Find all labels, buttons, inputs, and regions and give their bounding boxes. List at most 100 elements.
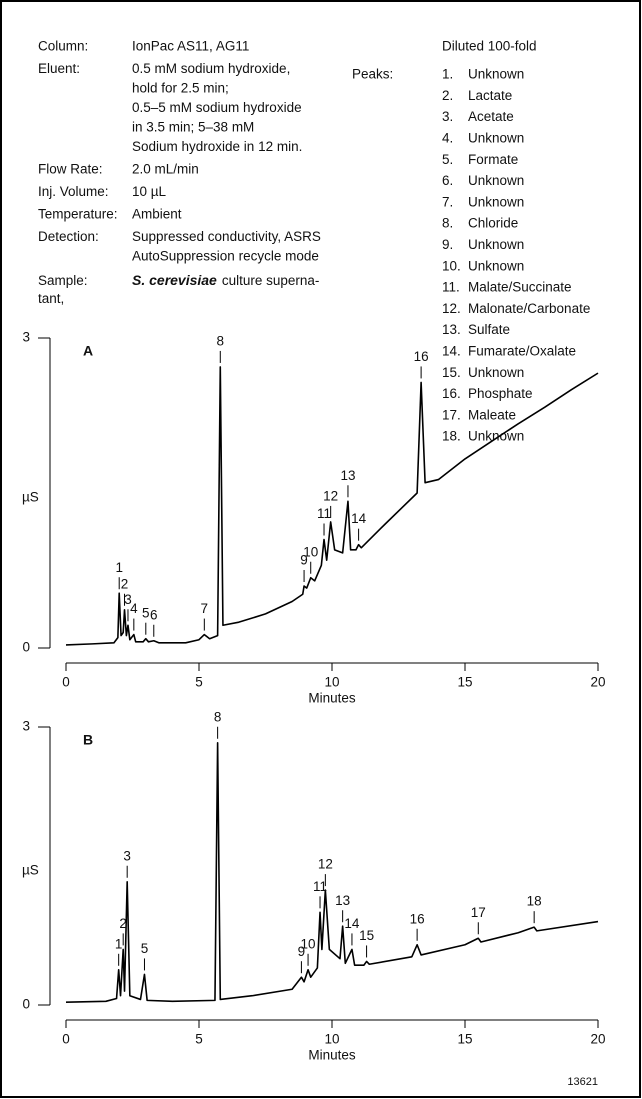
peak-annotation: 16 (414, 349, 429, 364)
condition-value: 2.0 mL/min (132, 162, 199, 177)
peak-number: 11. (442, 280, 460, 295)
peak-number: 9. (442, 237, 453, 252)
panel-label: A (83, 343, 93, 359)
peak-number: 7. (442, 194, 453, 209)
peak-name: Unknown (468, 194, 524, 209)
peak-number: 2. (442, 88, 453, 103)
peak-name: Unknown (468, 67, 524, 82)
peak-name: Formate (468, 152, 518, 167)
figure-id: 13621 (567, 1076, 598, 1088)
peaks-label: Peaks: (352, 67, 393, 82)
x-tick-label: 15 (457, 675, 472, 690)
peak-annotation: 8 (214, 709, 222, 724)
condition-value: IonPac AS11, AG11 (132, 39, 249, 54)
peak-number: 6. (442, 173, 453, 188)
peak-annotation: 2 (121, 576, 129, 591)
peak-name: Unknown (468, 429, 524, 444)
panel-label: B (83, 732, 93, 748)
peak-name: Sulfate (468, 322, 510, 337)
peak-number: 12. (442, 301, 461, 316)
condition-label: Detection: (38, 229, 99, 244)
peak-name: Malonate/Carbonate (468, 301, 590, 316)
condition-value: in 3.5 min; 5–38 mM (132, 120, 254, 135)
peak-number: 18. (442, 429, 461, 444)
peak-number: 1. (442, 67, 453, 82)
x-tick-label: 20 (590, 675, 605, 690)
x-tick-label: 15 (457, 1032, 472, 1047)
x-tick-label: 0 (62, 1032, 70, 1047)
peak-name: Chloride (468, 216, 518, 231)
peak-annotation: 6 (150, 607, 158, 622)
peak-name: Malate/Succinate (468, 280, 572, 295)
y-tick-label: 3 (22, 330, 30, 345)
peak-number: 5. (442, 152, 453, 167)
condition-value: Ambient (132, 207, 182, 222)
peak-annotation: 2 (119, 916, 127, 931)
peak-annotation: 13 (340, 468, 355, 483)
peak-number: 3. (442, 109, 453, 124)
condition-value: Sodium hydroxide in 12 min. (132, 139, 302, 154)
peak-name: Fumarate/Oxalate (468, 343, 576, 358)
y-axis-label: µS (22, 490, 39, 505)
peak-annotation: 3 (123, 848, 131, 863)
condition-label: Flow Rate: (38, 162, 103, 177)
peak-annotation: 14 (344, 916, 360, 931)
condition-value: hold for 2.5 min; (132, 81, 229, 96)
peak-annotation: 13 (335, 893, 350, 908)
peak-name: Lactate (468, 88, 512, 103)
condition-value: AutoSuppression recycle mode (132, 249, 319, 264)
peak-name: Acetate (468, 109, 514, 124)
condition-label: Eluent: (38, 61, 80, 76)
peak-number: 4. (442, 130, 453, 145)
x-tick-label: 10 (324, 1032, 339, 1047)
peak-annotation: 16 (410, 911, 425, 926)
condition-label: Inj. Volume: (38, 184, 109, 199)
peak-number: 16. (442, 386, 461, 401)
sample-species: S. cerevisiae (132, 272, 217, 288)
peak-annotation: 14 (351, 511, 367, 526)
trace (65, 741, 599, 1004)
peak-annotation: 8 (217, 333, 225, 348)
peak-annotation: 7 (201, 601, 209, 616)
peak-number: 10. (442, 258, 461, 273)
condition-value: culture superna- (222, 273, 320, 288)
x-axis-label: Minutes (308, 1048, 356, 1063)
peak-name: Unknown (468, 130, 524, 145)
peak-number: 14. (442, 343, 461, 358)
condition-label: Column: (38, 39, 88, 54)
peak-number: 15. (442, 365, 461, 380)
x-axis-label: Minutes (308, 691, 356, 706)
peak-annotation: 4 (130, 601, 138, 616)
x-tick-label: 20 (590, 1032, 605, 1047)
peak-number: 8. (442, 216, 453, 231)
x-tick-label: 10 (324, 675, 339, 690)
peak-number: 17. (442, 407, 461, 422)
condition-value: Suppressed conductivity, ASRS (132, 229, 321, 244)
peak-number: 13. (442, 322, 461, 337)
peak-name: Unknown (468, 365, 524, 380)
trace (65, 366, 599, 646)
x-tick-label: 5 (195, 675, 203, 690)
y-tick-label: 0 (22, 997, 30, 1012)
peak-annotation: 5 (141, 941, 149, 956)
condition-value: 0.5 mM sodium hydroxide, (132, 61, 290, 76)
peaks-note: Diluted 100-fold (442, 39, 537, 54)
condition-value: 10 µL (132, 184, 167, 199)
condition-label: Temperature: (38, 207, 118, 222)
peak-annotation: 12 (323, 488, 338, 503)
peak-annotation: 11 (317, 506, 331, 521)
peak-annotation: 5 (142, 605, 150, 620)
x-tick-label: 0 (62, 675, 70, 690)
peak-name: Phosphate (468, 386, 533, 401)
peak-name: Unknown (468, 173, 524, 188)
peak-annotation: 17 (471, 905, 486, 920)
peak-annotation: 15 (359, 928, 374, 943)
peak-annotation: 11 (313, 879, 327, 894)
peak-annotation: 9 (298, 944, 306, 959)
peak-annotation: 1 (115, 560, 123, 575)
peak-annotation: 3 (124, 592, 132, 607)
x-tick-label: 5 (195, 1032, 203, 1047)
y-tick-label: 0 (22, 640, 30, 655)
